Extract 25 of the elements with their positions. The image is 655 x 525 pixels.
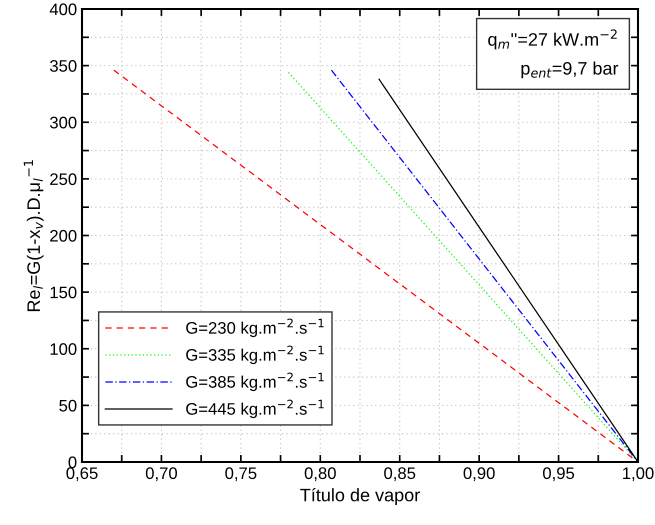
x-tick-label: 0,95	[543, 467, 574, 482]
y-tick-label: 400	[50, 3, 76, 16]
y-tick-label: 200	[50, 230, 76, 242]
y-tick-label: 0	[68, 456, 76, 468]
x-axis-title: Título de vapor	[300, 488, 420, 505]
y-tick-label: 250	[50, 173, 76, 186]
y-tick-label: 100	[50, 343, 76, 355]
y-tick-label: 50	[59, 400, 76, 412]
y-tick-label: 300	[50, 116, 76, 128]
x-tick-label: 0,70	[146, 467, 177, 482]
x-tick-label: 1,00	[623, 467, 654, 482]
legend-label: G=385 kg.m$^{−2}$.s$^{−1}$	[186, 372, 324, 392]
x-tick-label: 0,65	[66, 467, 98, 482]
x-tick-label: 0,90	[464, 467, 495, 482]
x-tick-label: 0,75	[225, 467, 256, 482]
x-tick-label: 0,80	[304, 467, 336, 482]
legend-label: G=335 kg.m$^{−2}$.s$^{−1}$	[186, 346, 324, 364]
legend-label: G=445 kg.m$^{−2}$.s$^{−1}$	[186, 400, 324, 418]
x-tick-label: 0,85	[384, 467, 416, 482]
y-tick-label: 350	[50, 60, 76, 72]
annotation: q$_{m}$''=27 kW.m$^{−2}$	[488, 29, 617, 50]
legend-label: G=230 kg.m$^{−2}$.s$^{−1}$	[186, 318, 324, 338]
annotation: p$_{ent}$=9,7 bar	[521, 61, 618, 78]
y-tick-label: 150	[50, 286, 76, 298]
y-axis-title: Re$_{l}$=G(1-x$_{v}$).D.μ$_{l}$$^{−1}$	[24, 160, 44, 312]
